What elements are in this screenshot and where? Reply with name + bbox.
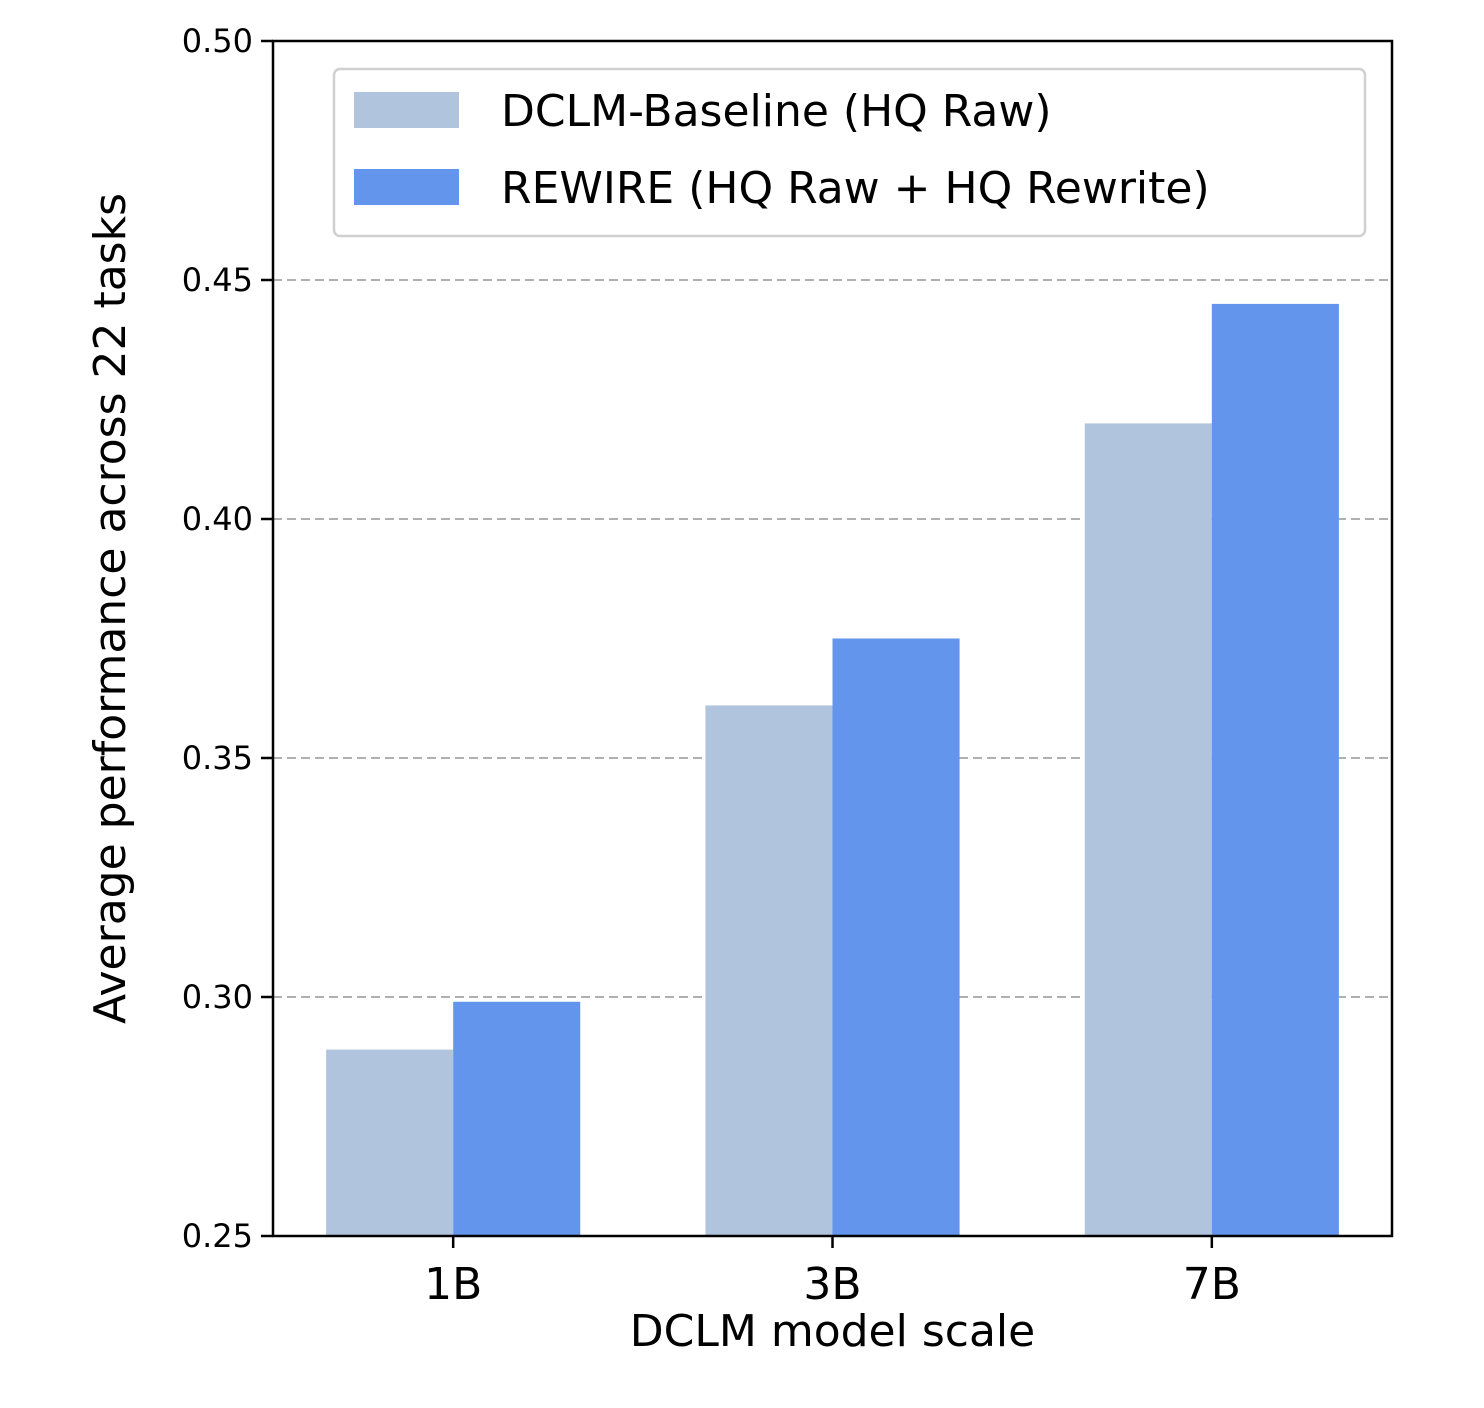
legend: DCLM-Baseline (HQ Raw) REWIRE (HQ Raw + … [332, 67, 1367, 238]
bar-1B-baseline [326, 1049, 454, 1236]
x-tick-label: 7B [1183, 1259, 1241, 1310]
x-axis-ticks: 1B 3B 7B [424, 1236, 1241, 1310]
bars [326, 303, 1339, 1236]
y-axis-ticks: 0.25 0.30 0.35 0.40 0.45 0.50 [182, 22, 273, 1255]
y-tick-label: 0.25 [182, 1217, 253, 1255]
y-tick-label: 0.50 [182, 22, 253, 60]
x-tick-label: 3B [803, 1259, 861, 1310]
y-tick-label: 0.30 [182, 978, 253, 1016]
legend-box [332, 67, 1367, 238]
y-tick-label: 0.45 [182, 261, 253, 299]
y-tick-label: 0.40 [182, 500, 253, 538]
legend-label-baseline: DCLM-Baseline (HQ Raw) [501, 86, 1052, 137]
bar-3B-rewire [832, 638, 960, 1236]
x-axis-title: DCLM model scale [630, 1306, 1035, 1357]
bar-7B-baseline [1084, 423, 1212, 1236]
legend-swatch-baseline [354, 92, 459, 128]
bar-3B-baseline [705, 705, 833, 1236]
legend-swatch-rewire [354, 169, 459, 205]
bar-7B-rewire [1211, 303, 1339, 1236]
legend-label-rewire: REWIRE (HQ Raw + HQ Rewrite) [501, 163, 1210, 214]
x-tick-label: 1B [424, 1259, 482, 1310]
y-axis-title: Average performance across 22 tasks [85, 193, 136, 1024]
y-tick-label: 0.35 [182, 739, 253, 777]
bar-1B-rewire [453, 1001, 581, 1236]
